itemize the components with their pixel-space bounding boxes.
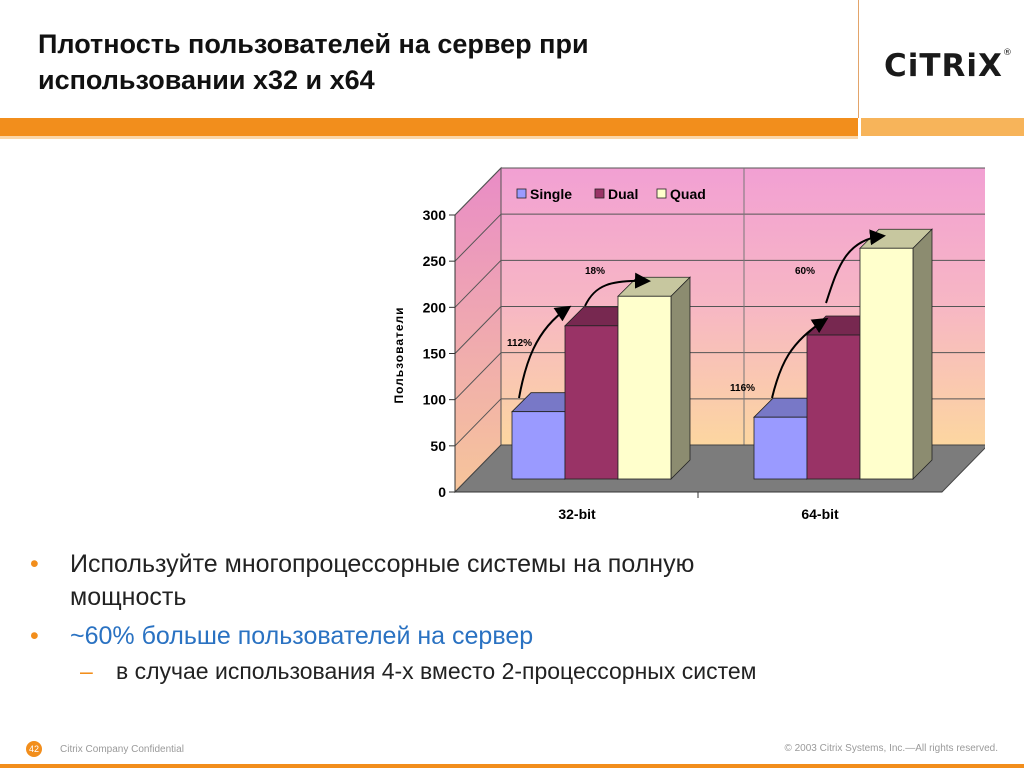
title-line-1: Плотность пользователей на сервер при bbox=[38, 29, 589, 59]
y-tick-label: 0 bbox=[438, 484, 446, 500]
x-tick-label: 64-bit bbox=[801, 506, 839, 522]
y-axis-label: Пользователи bbox=[392, 306, 406, 403]
legend-label: Dual bbox=[608, 186, 638, 202]
chart-legend: Single Dual Quad bbox=[516, 186, 706, 202]
percent-label: 18% bbox=[585, 266, 605, 277]
orange-band-shade bbox=[0, 136, 858, 139]
gridline-side bbox=[454, 167, 502, 216]
bullet-1-line-1: Используйте многопроцессорные системы на… bbox=[70, 550, 695, 578]
gridline-side bbox=[454, 352, 502, 401]
percent-label: 112% bbox=[507, 338, 532, 349]
x-tick-label: 32-bit bbox=[558, 506, 596, 522]
orange-band bbox=[0, 118, 858, 136]
y-tick-label: 250 bbox=[423, 253, 447, 269]
bullet-2: • ~60% больше пользователей на сервер bbox=[30, 620, 990, 653]
y-tick-label: 300 bbox=[423, 207, 447, 223]
bar-chart: 0 50 100 150 200 250 300 32-bit 64-bit Пользова… bbox=[392, 166, 985, 522]
gridline-side bbox=[454, 398, 502, 447]
growth-arrow bbox=[518, 305, 572, 399]
legend-swatch bbox=[656, 188, 667, 199]
confidential-label: Citrix Company Confidential bbox=[60, 744, 184, 755]
bar-quad-64-bit bbox=[859, 228, 933, 480]
orange-band-right bbox=[861, 118, 1024, 136]
bullet-dot: • bbox=[30, 550, 39, 578]
header-divider bbox=[858, 0, 859, 118]
bar-quad-32-bit bbox=[617, 276, 691, 480]
y-tick-label: 200 bbox=[423, 299, 447, 315]
bullet-1: • Используйте многопроцессорные системы … bbox=[30, 548, 990, 614]
footer-rule bbox=[0, 764, 1024, 768]
sub-bullet-dash: – bbox=[80, 658, 93, 684]
sub-bullet: – в случае использования 4-х вместо 2-пр… bbox=[30, 655, 990, 688]
legend-swatch bbox=[594, 188, 605, 199]
bullet-dot: • bbox=[30, 622, 39, 650]
copyright-notice: © 2003 Citrix Systems, Inc.—All rights r… bbox=[784, 743, 998, 754]
page-title: Плотность пользователей на сервер при ис… bbox=[38, 26, 838, 98]
x-tick-labels: 32-bit 64-bit bbox=[558, 492, 839, 522]
bullet-2-text: ~60% больше пользователей на сервер bbox=[70, 622, 534, 650]
page-number-badge: 42 bbox=[26, 741, 42, 757]
growth-arrow bbox=[771, 317, 829, 399]
legend-label: Quad bbox=[670, 186, 706, 202]
gridline-side bbox=[454, 259, 502, 308]
y-tick-label: 100 bbox=[423, 392, 447, 408]
percent-annotations: 112% 18% 116% 60% bbox=[507, 266, 815, 394]
citrix-logo: CiTRiX® bbox=[884, 48, 1013, 84]
title-line-2: использовании x32 и x64 bbox=[38, 65, 375, 95]
sub-bullet-text: в случае использования 4-х вместо 2-проц… bbox=[116, 658, 757, 684]
growth-arrows bbox=[518, 229, 886, 399]
percent-label: 116% bbox=[730, 383, 755, 394]
y-tick-label: 50 bbox=[430, 438, 446, 454]
growth-arrow bbox=[584, 272, 651, 307]
bullet-1-line-2: мощность bbox=[70, 583, 187, 611]
gridline-side bbox=[454, 306, 502, 354]
legend-swatch bbox=[516, 188, 527, 199]
legend-label: Single bbox=[530, 186, 572, 202]
y-tick-labels: 0 50 100 150 200 250 300 bbox=[423, 207, 455, 500]
y-tick-label: 150 bbox=[423, 346, 447, 362]
growth-arrow bbox=[825, 229, 886, 304]
gridline-side bbox=[454, 213, 502, 262]
bullet-list: • Используйте многопроцессорные системы … bbox=[30, 548, 990, 688]
percent-label: 60% bbox=[795, 266, 815, 277]
